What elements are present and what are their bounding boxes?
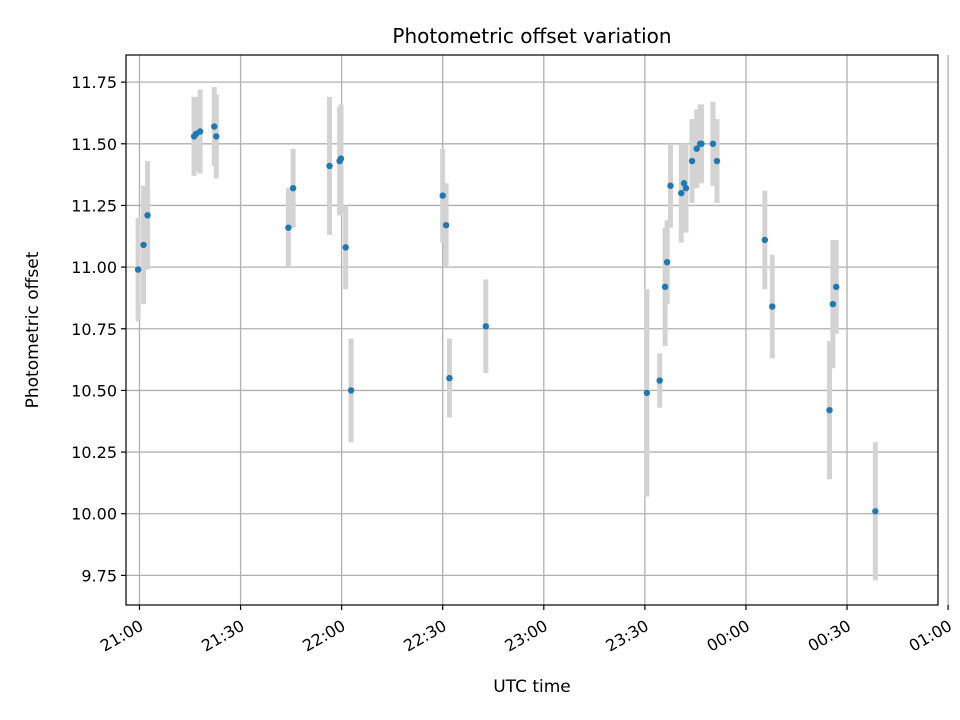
- data-point: [833, 283, 840, 291]
- data-point: [693, 145, 700, 152]
- data-point: [872, 508, 879, 515]
- y-tick-label: 10.50: [71, 381, 117, 400]
- data-point: [134, 266, 142, 273]
- y-tick-label: 9.75: [81, 566, 117, 585]
- data-point: [829, 300, 837, 308]
- data-point: [144, 212, 151, 219]
- data-point: [682, 184, 690, 192]
- y-axis-ticks: 9.75 10.00 10.25 10.50 10.75 11.00 11.25 11.50 1…: [71, 73, 126, 585]
- y-tick-label: 11.50: [71, 135, 117, 154]
- data-point: [678, 189, 685, 197]
- data-point: [713, 157, 721, 165]
- data-point: [769, 303, 776, 310]
- y-tick-label: 11.00: [71, 258, 117, 277]
- data-point: [698, 140, 705, 147]
- y-axis-label: Photometric offset: [23, 251, 43, 408]
- data-point: [213, 133, 220, 140]
- data-point: [663, 258, 671, 266]
- data-point: [196, 128, 204, 135]
- y-tick-label: 11.75: [71, 73, 117, 92]
- data-point: [826, 406, 833, 414]
- data-point: [337, 155, 345, 162]
- data-point: [667, 182, 674, 189]
- y-tick-label: 10.25: [71, 443, 117, 462]
- data-point: [688, 157, 696, 165]
- data-point: [761, 236, 769, 244]
- plot-frame: [125, 54, 939, 606]
- chart-title: Photometric offset variation: [392, 24, 671, 48]
- y-tick-label: 10.00: [71, 505, 117, 524]
- grid: [126, 55, 949, 605]
- data-point: [446, 374, 453, 382]
- x-axis-label: UTC time: [493, 677, 571, 697]
- data-point: [289, 184, 297, 192]
- data-point: [661, 283, 669, 291]
- y-tick-label: 11.25: [71, 196, 117, 215]
- data-point: [680, 180, 688, 187]
- data-point: [211, 123, 218, 130]
- y-tick-label: 10.75: [71, 320, 117, 339]
- data-point: [442, 221, 450, 229]
- data-point: [285, 224, 292, 231]
- data-point: [326, 162, 333, 170]
- data-point: [439, 192, 446, 199]
- data-point: [643, 389, 651, 397]
- data-point: [656, 377, 663, 384]
- data-point: [482, 323, 490, 330]
- data-point: [347, 387, 355, 394]
- data-point: [342, 244, 349, 251]
- data-point: [140, 241, 147, 249]
- data-points: [134, 123, 879, 515]
- data-point: [709, 140, 717, 147]
